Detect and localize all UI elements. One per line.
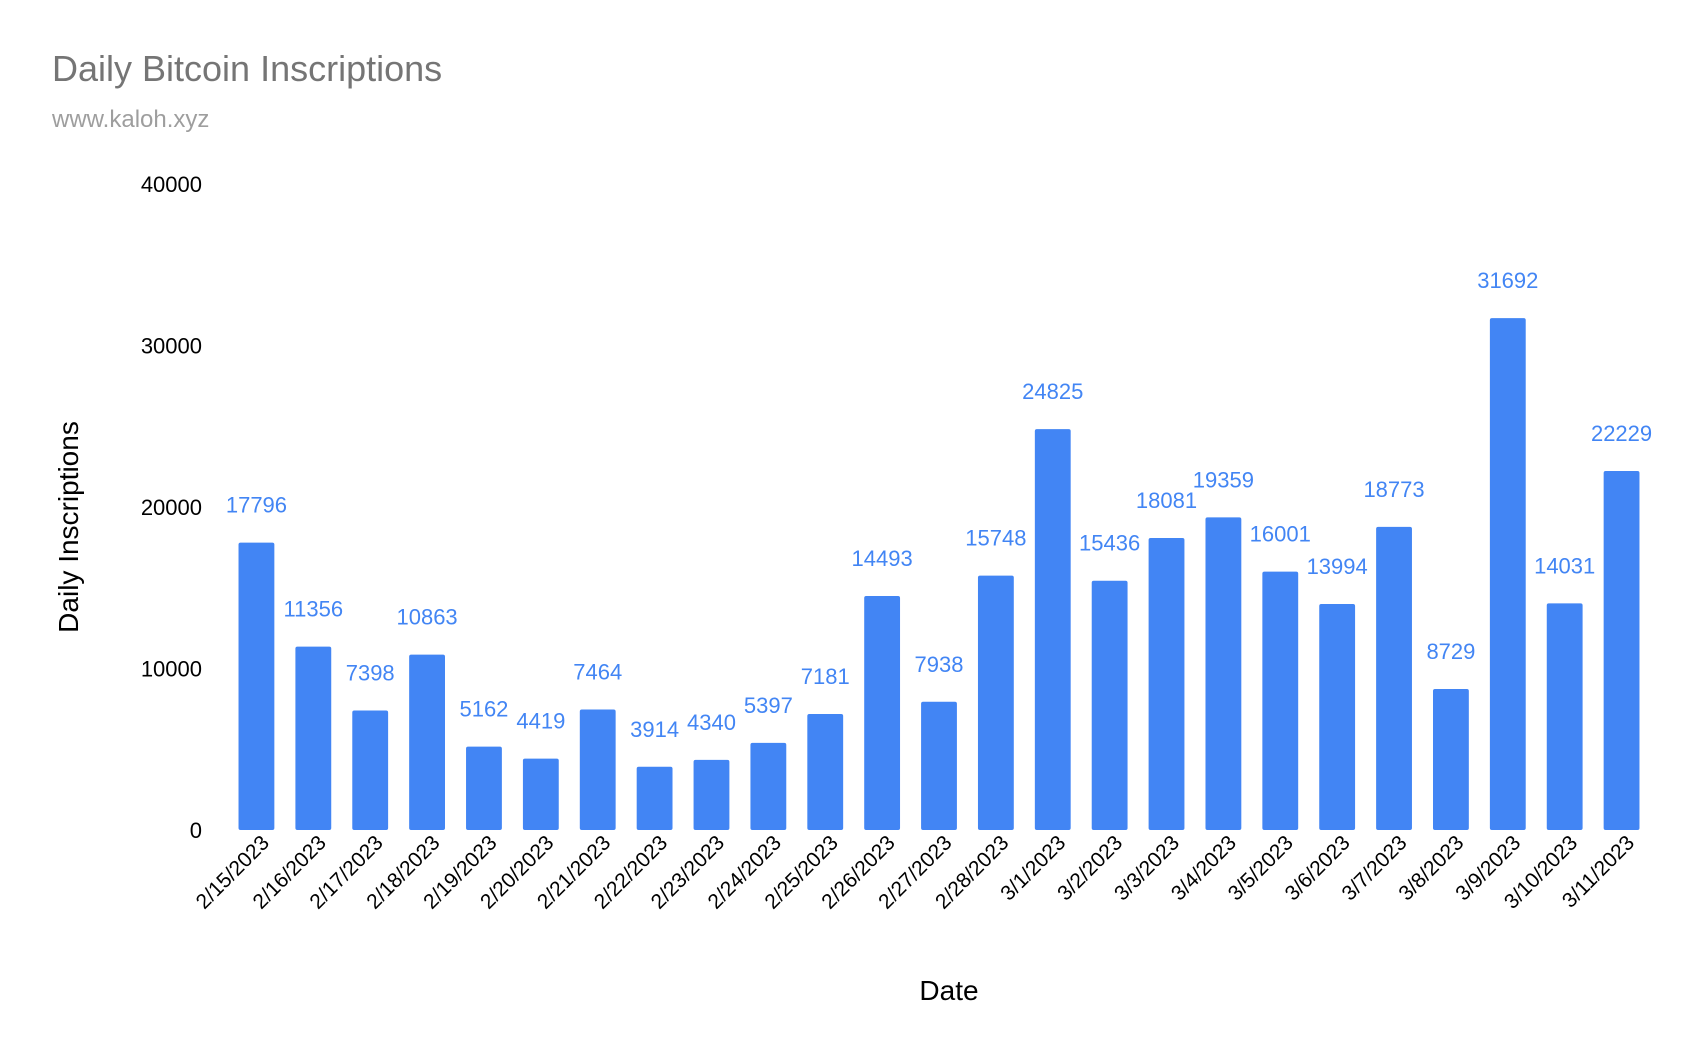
bar [1376,526,1412,830]
data-label: 7181 [801,664,850,689]
data-label: 4340 [687,710,736,735]
bar [807,714,844,830]
bar [693,759,730,830]
bar [1319,603,1356,830]
bar [977,575,1014,830]
data-label: 18081 [1136,488,1197,513]
y-axis-title: Daily Inscriptions [53,421,84,633]
y-tick-label: 40000 [141,172,202,197]
data-label: 19359 [1193,467,1254,492]
bar [921,701,957,830]
data-label: 10863 [396,605,457,630]
data-label: 5162 [459,697,508,722]
data-label: 13994 [1307,554,1368,579]
data-label: 4419 [516,709,565,734]
data-label: 7464 [573,659,622,684]
data-label: 17796 [226,493,287,518]
data-label: 15436 [1079,531,1140,556]
bar [1546,603,1583,830]
y-tick-label: 20000 [141,495,202,520]
data-label: 24825 [1022,379,1083,404]
data-label: 31692 [1477,268,1538,293]
bar [1205,517,1242,830]
data-label: 22229 [1591,421,1652,446]
chart-title: Daily Bitcoin Inscriptions [52,48,443,89]
bar [579,709,616,830]
y-tick-label: 0 [190,818,202,843]
y-tick-label: 30000 [141,334,202,359]
data-label: 14493 [852,546,913,571]
bar [1148,537,1185,830]
bar [352,710,389,830]
data-label: 14031 [1534,553,1595,578]
chart-subtitle: www.kaloh.xyz [52,106,210,133]
data-label: 11356 [284,597,344,622]
bar [864,595,901,830]
bar [1603,471,1640,830]
bar [636,766,673,830]
data-label: 15748 [965,526,1026,551]
y-tick-label: 10000 [141,657,202,682]
bar [409,654,445,830]
bar [1489,318,1526,830]
bar [1091,580,1128,830]
data-label: 7938 [915,652,964,677]
data-label: 7398 [346,661,395,686]
data-label: 5397 [744,693,793,718]
x-axis-title: Date [919,975,978,1006]
bar [1034,429,1071,830]
bar [295,646,332,830]
bar [522,758,559,830]
bar [238,542,275,830]
bar [1262,571,1299,830]
data-label: 3914 [630,717,679,742]
bar [1433,689,1469,830]
data-label: 8729 [1426,639,1475,664]
data-label: 18773 [1363,477,1424,502]
data-label: 16001 [1250,522,1311,547]
bar [466,746,502,830]
bar [750,742,787,830]
